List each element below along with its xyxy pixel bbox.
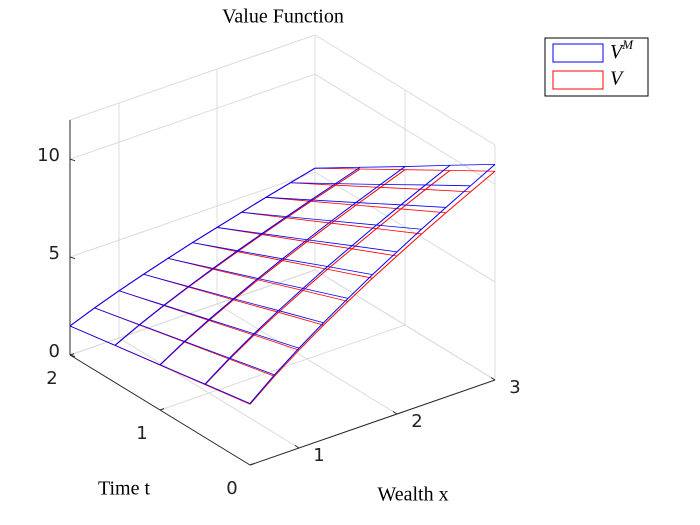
y-tick-label: 2	[46, 368, 57, 389]
y-tick-label: 0	[226, 478, 237, 499]
mesh-line	[265, 196, 447, 214]
mesh-line	[216, 227, 398, 257]
z-tick-label: 10	[37, 145, 60, 166]
z-tick-label: 0	[49, 341, 60, 362]
grid-line	[314, 171, 496, 283]
chart-title: Value Function	[222, 6, 344, 28]
x-axis-label: Wealth x	[377, 484, 448, 506]
mesh-line	[241, 211, 422, 235]
mesh-line	[290, 182, 471, 187]
x-tick-label: 2	[411, 411, 422, 432]
mesh-line	[118, 290, 300, 349]
mesh-line	[314, 167, 496, 172]
legend-swatch	[552, 70, 604, 90]
z-tick	[69, 158, 76, 162]
z-tick	[69, 256, 76, 260]
y-tick	[159, 408, 165, 411]
legend-swatch	[552, 43, 604, 63]
x-axis	[249, 379, 496, 466]
mesh-line	[143, 273, 324, 324]
mesh-line	[314, 163, 496, 169]
mesh-line	[241, 211, 422, 230]
mesh-line	[69, 325, 251, 404]
mesh-line	[265, 196, 447, 208]
legend-label: VM	[610, 37, 634, 63]
grid-line	[314, 269, 496, 381]
x-tick-label: 1	[313, 445, 324, 466]
box-edge	[69, 34, 316, 121]
grid-line	[69, 269, 316, 356]
y-tick-label: 1	[136, 423, 147, 444]
mesh-line	[216, 227, 398, 253]
grid-line	[69, 171, 316, 258]
mesh-line	[192, 242, 373, 279]
y-tick	[249, 463, 255, 466]
mesh-line	[167, 257, 349, 299]
mesh-line	[290, 182, 471, 193]
z-tick	[69, 354, 76, 357]
mesh-line	[167, 257, 349, 302]
grid-line	[314, 73, 496, 185]
mesh-line	[192, 242, 373, 276]
x-tick	[392, 411, 398, 415]
mesh-line	[94, 307, 275, 376]
legend-label: V	[610, 68, 625, 90]
grid-line	[69, 73, 316, 160]
x-tick-label: 3	[509, 377, 520, 398]
x-tick	[294, 445, 300, 449]
x-tick	[490, 377, 496, 381]
z-tick-label: 5	[49, 243, 60, 264]
y-axis-label: Time t	[98, 478, 151, 500]
